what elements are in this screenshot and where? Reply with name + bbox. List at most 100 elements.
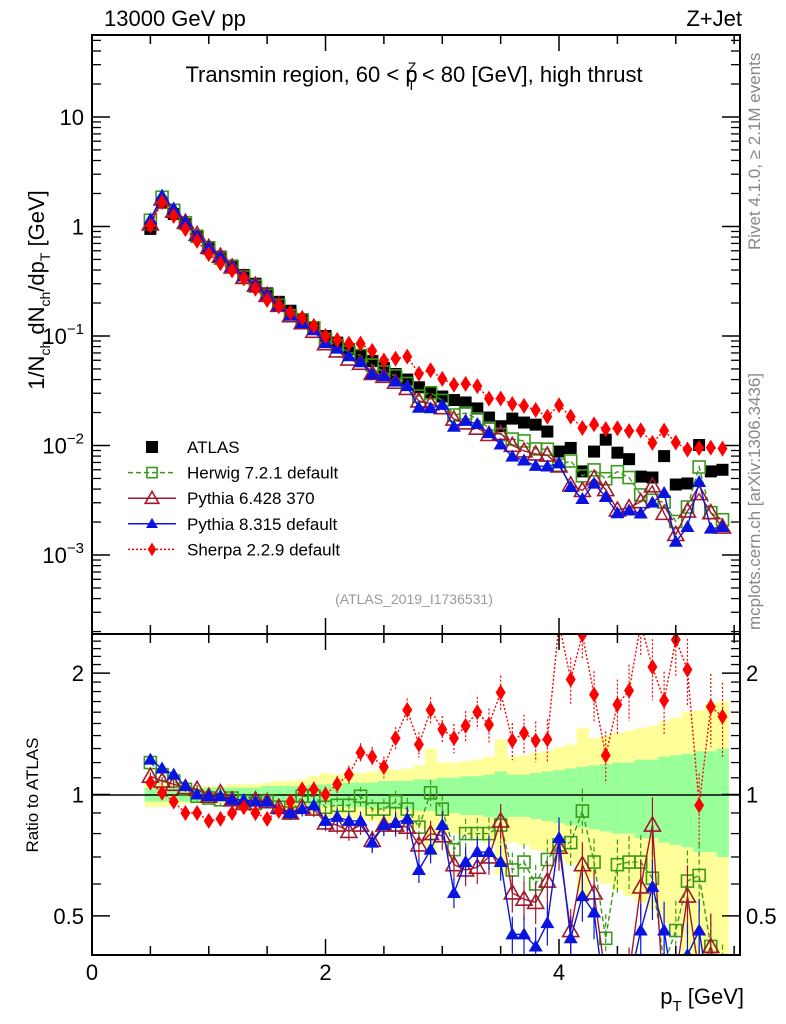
pythia8-point: [353, 813, 368, 826]
sherpa-point: [273, 803, 284, 820]
atlas-point: [459, 396, 472, 409]
pythia6-point: [631, 877, 651, 894]
pythia8-point: [376, 369, 391, 382]
sherpa-point: [495, 684, 506, 701]
inner-band-bin: [506, 774, 519, 817]
sherpa-point: [483, 716, 494, 733]
mcplots-note: mcplots.cern.ch [arXiv:1306.3436]: [745, 373, 764, 630]
herwig-point: [622, 470, 636, 485]
sherpa-point: [495, 390, 506, 407]
sherpa-point: [694, 797, 705, 814]
atlas-point: [518, 416, 530, 429]
herwig-point: [388, 794, 403, 809]
atlas-point: [611, 446, 624, 459]
sherpa-point: [472, 378, 483, 395]
pythia8-point: [411, 400, 426, 413]
sherpa-point: [343, 766, 354, 783]
sherpa-point: [297, 309, 308, 326]
pythia8-point: [435, 818, 450, 831]
pythia6-point: [143, 489, 161, 505]
atlas-point: [576, 465, 589, 478]
herwig-point: [146, 466, 158, 479]
pythia8-point: [715, 520, 730, 533]
pythia6-point: [502, 883, 522, 900]
pythia8-point: [575, 491, 590, 504]
atlas-point: [482, 411, 495, 424]
herwig-point: [563, 454, 578, 468]
inner-band-bin: [669, 755, 683, 845]
herwig-point: [587, 463, 601, 477]
sherpa-point: [483, 390, 494, 407]
pythia6-point: [164, 774, 184, 792]
pythia8-point: [341, 813, 356, 826]
ratio-series: [140, 634, 728, 1011]
sherpa-point: [180, 804, 191, 821]
sherpa-point: [565, 408, 576, 425]
sherpa-point: [448, 730, 459, 747]
ratio-y-tick-label-right: 1: [746, 783, 758, 808]
pythia8-point: [481, 845, 496, 858]
ratio-axis-ticks: 0 2 4 0.5 0.5 1 1 2 2: [53, 634, 777, 985]
pythia8-point: [540, 916, 555, 929]
pythia6-point: [397, 817, 417, 834]
sherpa-point: [472, 704, 483, 721]
pythia6-point: [386, 372, 405, 390]
atlas-point: [436, 390, 449, 403]
sherpa-point: [565, 671, 576, 688]
sherpa-point: [589, 686, 600, 703]
sherpa-point: [519, 397, 529, 414]
inner-band-bin: [634, 759, 648, 839]
plot-title-sup: Z: [408, 59, 417, 75]
main-plot-area: [92, 35, 740, 634]
sherpa-point: [402, 348, 413, 365]
sherpa-point: [413, 736, 424, 753]
herwig-point: [587, 855, 601, 869]
inner-band-bin: [716, 748, 729, 857]
pythia8-point: [610, 506, 625, 519]
atlas-point: [541, 425, 554, 438]
pythia8-point: [166, 767, 181, 780]
sherpa-point: [250, 804, 261, 821]
plot-title: Transmin region, 60 < pZ T < 80 [GeV], hi…: [185, 59, 642, 93]
pythia8-point: [446, 885, 461, 898]
rivet-note: Rivet 4.1.0, ≥ 2.1M events: [745, 53, 764, 250]
pythia8-point: [517, 927, 531, 940]
inner-band-bin: [623, 762, 636, 834]
herwig-point: [423, 385, 438, 400]
sherpa-point: [554, 397, 565, 414]
sherpa-point: [624, 422, 635, 439]
sherpa-point: [308, 317, 319, 334]
sherpa-point: [308, 781, 319, 798]
sherpa-point: [168, 793, 179, 810]
pythia6-point: [609, 997, 625, 1011]
plot-title-sub: T: [407, 77, 416, 93]
pythia8-point: [388, 374, 403, 387]
legend-label-atlas: ATLAS: [187, 438, 240, 457]
sherpa-point: [355, 335, 366, 352]
sherpa-point: [705, 439, 716, 456]
pythia6-point: [701, 936, 721, 954]
pythia8-point: [587, 476, 602, 489]
pythia8-point: [260, 794, 275, 807]
inner-band-bin: [588, 765, 601, 830]
herwig-point: [353, 789, 368, 804]
x-axis-label: pT [GeV]: [660, 984, 744, 1015]
pythia8-point: [505, 449, 520, 462]
sherpa-point: [425, 701, 436, 718]
sherpa-point: [378, 352, 389, 369]
sherpa-point: [273, 298, 284, 315]
pythia8-point: [563, 479, 578, 492]
pythia6-point: [444, 855, 464, 872]
atlas-point: [669, 478, 682, 491]
herwig-point: [423, 785, 438, 800]
herwig-point: [680, 500, 695, 514]
inner-band-bin: [564, 768, 578, 826]
pythia6-point: [409, 835, 429, 852]
x-tick-label: 4: [553, 960, 565, 985]
pythia6-point: [316, 334, 335, 351]
sherpa-point: [332, 776, 343, 793]
atlas-point: [716, 463, 729, 476]
sherpa-point: [542, 408, 553, 425]
pythia8-point: [400, 379, 415, 392]
pythia6-point: [713, 517, 732, 534]
